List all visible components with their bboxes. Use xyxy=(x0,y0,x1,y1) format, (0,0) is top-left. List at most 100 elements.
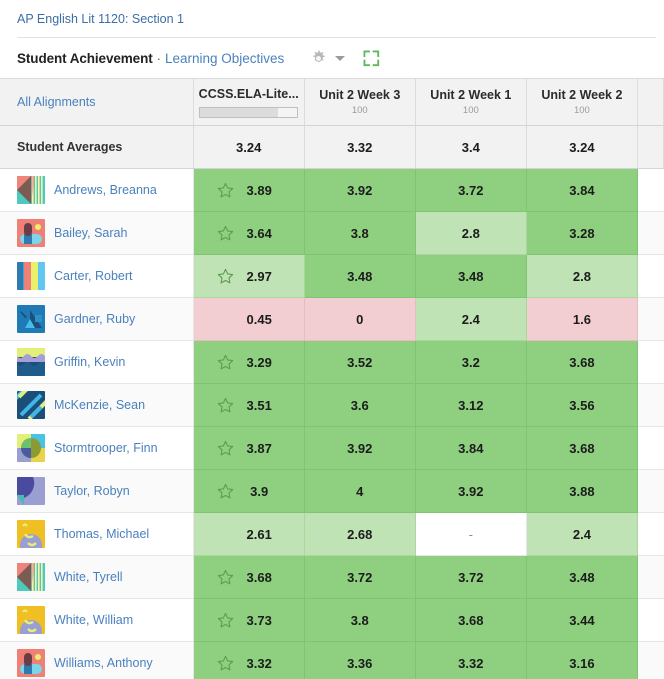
score-value: 4 xyxy=(356,483,364,499)
student-name-cell[interactable]: Gardner, Ruby xyxy=(0,297,194,341)
student-name-link[interactable]: Carter, Robert xyxy=(54,269,133,283)
score-cell-r7-c2[interactable]: 3.92 xyxy=(415,469,527,513)
score-cell-r2-c3[interactable]: 2.8 xyxy=(526,254,638,298)
score-value: 3.51 xyxy=(246,397,272,413)
score-cell-r4-c3[interactable]: 3.68 xyxy=(526,340,638,384)
score-cell-r6-c3[interactable]: 3.68 xyxy=(526,426,638,470)
score-cell-r3-c2[interactable]: 2.4 xyxy=(415,297,527,341)
score-value: 3.68 xyxy=(569,354,595,370)
score-cell-r0-c0[interactable]: 3.89 xyxy=(193,168,305,212)
student-name-cell[interactable]: Taylor, Robyn xyxy=(0,469,194,513)
score-cell-r1-c0[interactable]: 3.64 xyxy=(193,211,305,255)
score-cell-r8-c2[interactable]: - xyxy=(415,512,527,556)
score-cell-r8-c1[interactable]: 2.68 xyxy=(304,512,416,556)
score-cell-r1-c1[interactable]: 3.8 xyxy=(304,211,416,255)
column-header-2[interactable]: Unit 2 Week 1 100 xyxy=(415,78,527,126)
score-value: 3.16 xyxy=(569,655,595,671)
score-cell-r5-c3[interactable]: 3.56 xyxy=(526,383,638,427)
student-name-cell[interactable]: Thomas, Michael xyxy=(0,512,194,556)
score-cell-r11-c2[interactable]: 3.32 xyxy=(415,641,527,679)
score-cell-r8-c3[interactable]: 2.4 xyxy=(526,512,638,556)
score-cell-r9-c0[interactable]: 3.68 xyxy=(193,555,305,599)
score-cell-r11-c1[interactable]: 3.36 xyxy=(304,641,416,679)
column-header-3[interactable]: Unit 2 Week 2 100 xyxy=(526,78,638,126)
learning-objectives-link[interactable]: Learning Objectives xyxy=(164,50,285,66)
score-cell-r11-c0[interactable]: 3.32 xyxy=(193,641,305,679)
score-cell-r10-c1[interactable]: 3.8 xyxy=(304,598,416,642)
student-name-cell[interactable]: Bailey, Sarah xyxy=(0,211,194,255)
student-averages-row: Student Averages 3.24 3.32 3.4 3.24 xyxy=(0,125,664,169)
score-cell-r0-c3[interactable]: 3.84 xyxy=(526,168,638,212)
chevron-down-icon[interactable] xyxy=(330,48,350,68)
score-value: 2.4 xyxy=(461,311,480,327)
student-name-cell[interactable]: Williams, Anthony xyxy=(0,641,194,679)
score-cell-r3-c0[interactable]: 0.45 xyxy=(193,297,305,341)
score-cell-r3-c1[interactable]: 0 xyxy=(304,297,416,341)
score-value: 3.68 xyxy=(458,612,484,628)
student-name-link[interactable]: Thomas, Michael xyxy=(54,527,150,541)
column-header-0[interactable]: CCSS.ELA-Lite... xyxy=(193,78,305,126)
student-name-cell[interactable]: Andrews, Breanna xyxy=(0,168,194,212)
table-row: Bailey, Sarah 3.64 3.8 2.8 3.28 xyxy=(0,211,664,255)
student-name-cell[interactable]: Stormtrooper, Finn xyxy=(0,426,194,470)
score-cell-r9-c1[interactable]: 3.72 xyxy=(304,555,416,599)
breadcrumb-course-link[interactable]: AP English Lit 1120: Section 1 xyxy=(17,11,185,26)
student-name-link[interactable]: Griffin, Kevin xyxy=(54,355,126,369)
student-name-link[interactable]: Andrews, Breanna xyxy=(54,183,157,197)
score-cell-r11-c3[interactable]: 3.16 xyxy=(526,641,638,679)
student-name-cell[interactable]: Carter, Robert xyxy=(0,254,194,298)
student-name-cell[interactable]: White, William xyxy=(0,598,194,642)
score-cell-r10-c0[interactable]: 3.73 xyxy=(193,598,305,642)
score-cell-r6-c1[interactable]: 3.92 xyxy=(304,426,416,470)
score-value: 2.8 xyxy=(572,268,591,284)
table-row: Taylor, Robyn 3.9 4 3.92 3.88 xyxy=(0,469,664,513)
score-value: 3.48 xyxy=(458,268,484,284)
score-value: 3.44 xyxy=(569,612,595,628)
score-cell-r9-c3[interactable]: 3.48 xyxy=(526,555,638,599)
student-name-link[interactable]: McKenzie, Sean xyxy=(54,398,146,412)
score-cell-r0-c2[interactable]: 3.72 xyxy=(415,168,527,212)
student-name-link[interactable]: Stormtrooper, Finn xyxy=(54,441,158,455)
score-value: 3.89 xyxy=(246,182,272,198)
score-cell-r1-c2[interactable]: 2.8 xyxy=(415,211,527,255)
score-cell-r4-c1[interactable]: 3.52 xyxy=(304,340,416,384)
score-cell-r2-c1[interactable]: 3.48 xyxy=(304,254,416,298)
score-cell-r5-c1[interactable]: 3.6 xyxy=(304,383,416,427)
score-cell-r8-c0[interactable]: 2.61 xyxy=(193,512,305,556)
student-name-link[interactable]: Gardner, Ruby xyxy=(54,312,136,326)
score-cell-r4-c0[interactable]: 3.29 xyxy=(193,340,305,384)
column-header-overflow xyxy=(637,78,664,126)
score-cell-r5-c2[interactable]: 3.12 xyxy=(415,383,527,427)
score-value: 3.29 xyxy=(246,354,272,370)
student-name-cell[interactable]: White, Tyrell xyxy=(0,555,194,599)
score-cell-r9-c2[interactable]: 3.72 xyxy=(415,555,527,599)
avatar xyxy=(17,434,45,462)
all-alignments-header[interactable]: All Alignments xyxy=(0,78,194,126)
student-name-link[interactable]: White, Tyrell xyxy=(54,570,123,584)
student-name-link[interactable]: Taylor, Robyn xyxy=(54,484,130,498)
star-placeholder xyxy=(217,526,234,543)
score-cell-r6-c2[interactable]: 3.84 xyxy=(415,426,527,470)
column-header-1[interactable]: Unit 2 Week 3 100 xyxy=(304,78,416,126)
score-cell-r7-c3[interactable]: 3.88 xyxy=(526,469,638,513)
score-cell-r0-c1[interactable]: 3.92 xyxy=(304,168,416,212)
score-cell-r1-c3[interactable]: 3.28 xyxy=(526,211,638,255)
student-name-link[interactable]: Bailey, Sarah xyxy=(54,226,128,240)
gear-icon[interactable] xyxy=(306,46,330,70)
student-name-cell[interactable]: Griffin, Kevin xyxy=(0,340,194,384)
score-cell-r4-c2[interactable]: 3.2 xyxy=(415,340,527,384)
score-cell-r10-c3[interactable]: 3.44 xyxy=(526,598,638,642)
student-name-link[interactable]: Williams, Anthony xyxy=(54,656,153,670)
score-cell-r7-c0[interactable]: 3.9 xyxy=(193,469,305,513)
score-cell-r5-c0[interactable]: 3.51 xyxy=(193,383,305,427)
expand-arrows-icon[interactable] xyxy=(360,47,382,69)
score-cell-r2-c2[interactable]: 3.48 xyxy=(415,254,527,298)
student-name-link[interactable]: White, William xyxy=(54,613,134,627)
score-cell-r2-c0[interactable]: 2.97 xyxy=(193,254,305,298)
score-cell-r6-c0[interactable]: 3.87 xyxy=(193,426,305,470)
score-cell-r7-c1[interactable]: 4 xyxy=(304,469,416,513)
score-cell-r10-c2[interactable]: 3.68 xyxy=(415,598,527,642)
score-cell-r3-c3[interactable]: 1.6 xyxy=(526,297,638,341)
score-value: 3.92 xyxy=(347,182,373,198)
student-name-cell[interactable]: McKenzie, Sean xyxy=(0,383,194,427)
